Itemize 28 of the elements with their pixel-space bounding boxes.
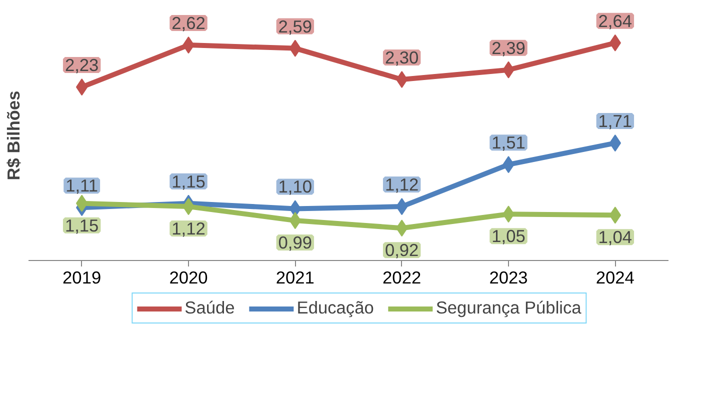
legend-label: Educação bbox=[296, 298, 374, 318]
x-tick-label: 2021 bbox=[276, 268, 314, 288]
data-label: 1,12 bbox=[172, 218, 206, 239]
data-label: 1,51 bbox=[492, 132, 526, 153]
data-label: 2,39 bbox=[492, 38, 526, 58]
data-label: 2,62 bbox=[172, 13, 206, 34]
data-label: 1,10 bbox=[278, 176, 312, 197]
legend-label: Saúde bbox=[184, 298, 235, 318]
data-label: 1,12 bbox=[384, 174, 419, 195]
data-label: 2,59 bbox=[278, 16, 312, 36]
data-label: 1,71 bbox=[598, 111, 632, 132]
x-tick-label: 2020 bbox=[169, 268, 208, 288]
data-label: 1,05 bbox=[492, 226, 526, 246]
data-label: 2,23 bbox=[64, 55, 99, 76]
y-axis-title: R$ Bilhões bbox=[4, 90, 24, 180]
data-label: 1,11 bbox=[66, 176, 98, 196]
data-label: 0,92 bbox=[384, 240, 419, 260]
data-label: 1,15 bbox=[64, 215, 99, 236]
data-label: 1,04 bbox=[598, 227, 632, 248]
x-tick-label: 2024 bbox=[596, 268, 635, 288]
data-label: 1,15 bbox=[172, 171, 206, 192]
x-tick-label: 2022 bbox=[382, 268, 422, 288]
data-label: 2,30 bbox=[384, 48, 419, 68]
x-tick-label: 2023 bbox=[489, 268, 528, 288]
data-label: 0,99 bbox=[278, 232, 312, 253]
x-tick-label: 2019 bbox=[62, 268, 102, 288]
legend-label: Segurança Pública bbox=[436, 298, 582, 318]
data-label: 2,64 bbox=[598, 10, 632, 31]
